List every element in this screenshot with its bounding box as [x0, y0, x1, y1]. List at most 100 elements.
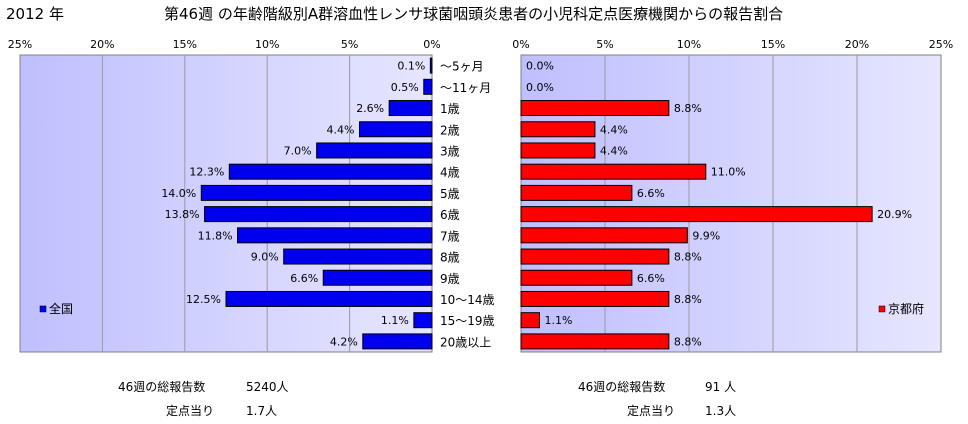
right-legend-marker: [878, 305, 886, 313]
right-bar: [520, 206, 873, 223]
right-bar: [520, 333, 670, 350]
category-label: 10〜14歳: [440, 293, 495, 307]
right-tick-label: 0%: [512, 38, 529, 51]
left-bar: [429, 57, 433, 74]
category-label: 7歳: [440, 229, 460, 243]
left-bar: [322, 269, 433, 286]
right-plot-area: [520, 54, 942, 353]
left-per-value: 1.7人: [246, 404, 278, 418]
left-data-label: 2.6%: [356, 102, 384, 115]
right-bar: [520, 121, 596, 138]
left-data-label: 0.5%: [391, 81, 419, 94]
left-bar: [225, 290, 433, 307]
right-data-label: 8.8%: [674, 102, 702, 115]
right-data-label: 6.6%: [637, 272, 665, 285]
right-per-value: 1.3人: [705, 404, 737, 418]
left-bar: [204, 206, 433, 223]
left-panel: 0% 5% 10% 15% 20% 25% 0.1% 0.5% 2.6%4.4% 7.0% 12.3…: [8, 38, 441, 353]
left-data-label: 0.1%: [397, 60, 425, 73]
left-bar: [200, 184, 433, 201]
right-data-label: 4.4%: [600, 123, 628, 136]
left-tick-label: 0%: [423, 38, 440, 51]
left-data-label: 7.0%: [284, 144, 312, 157]
right-data-label: 8.8%: [674, 251, 702, 264]
age-category-labels: 〜5ヶ月〜11ヶ月 1歳 2歳 3歳 4歳 5歳 6歳 7歳 8歳 9歳 10〜14歳 15〜19歳 2…: [440, 60, 495, 350]
left-bar: [316, 142, 433, 159]
right-tick-label: 15%: [761, 38, 785, 51]
left-bar: [388, 100, 433, 117]
right-bar: [520, 163, 707, 180]
left-tick-label: 5%: [341, 38, 358, 51]
right-data-label: 11.0%: [711, 166, 746, 179]
chart-title: 第46週 の年齢階級別A群溶血性レンサ球菌咽頭炎患者の小児科定点医療機関からの報…: [164, 5, 784, 23]
right-total-label: 46週の総報告数: [578, 380, 666, 394]
right-tick-label: 10%: [677, 38, 701, 51]
category-label: 3歳: [440, 144, 460, 158]
category-label: 20歳以上: [440, 335, 491, 349]
category-label: 6歳: [440, 208, 460, 222]
right-bar: [520, 227, 688, 244]
left-data-label: 4.4%: [327, 123, 355, 136]
left-bar: [423, 78, 433, 95]
right-data-label: 0.0%: [526, 60, 554, 73]
left-bar: [413, 312, 433, 329]
right-per-label: 定点当り: [627, 404, 676, 418]
category-label: 〜5ヶ月: [440, 60, 484, 74]
category-label: 5歳: [440, 187, 460, 201]
right-total-value: 91 人: [705, 380, 737, 394]
left-bar: [362, 333, 433, 350]
category-label: 2歳: [440, 123, 460, 137]
left-data-label: 6.6%: [290, 272, 318, 285]
left-legend-label: 全国: [49, 301, 73, 316]
left-per-label: 定点当り: [166, 404, 215, 418]
right-bar: [520, 312, 540, 329]
right-tick-label: 5%: [596, 38, 613, 51]
left-data-label: 12.3%: [189, 166, 224, 179]
right-data-label: 8.8%: [674, 335, 702, 348]
left-total-value: 5240人: [246, 380, 289, 394]
right-bar: [520, 100, 670, 117]
left-data-label: 4.2%: [330, 335, 358, 348]
right-bar: [520, 290, 670, 307]
left-data-label: 14.0%: [161, 187, 196, 200]
left-tick-label: 10%: [255, 38, 279, 51]
right-bar: [520, 269, 633, 286]
right-data-label: 9.9%: [692, 229, 720, 242]
left-tick-label: 20%: [90, 38, 114, 51]
chart-year: 2012 年: [6, 5, 64, 23]
left-data-label: 11.8%: [198, 229, 233, 242]
right-panel: 0% 5% 10% 15% 20% 25% 0.0% 0.0% 8.8% 4.4% 4.4% 11.0…: [512, 38, 953, 353]
left-data-label: 9.0%: [251, 251, 279, 264]
right-bar: [520, 248, 670, 265]
left-data-label: 1.1%: [381, 314, 409, 327]
category-label: 1歳: [440, 102, 460, 116]
category-label: 9歳: [440, 272, 460, 286]
left-tick-label: 25%: [8, 38, 32, 51]
category-label: 〜11ヶ月: [440, 81, 491, 95]
right-bar: [520, 184, 633, 201]
category-label: 4歳: [440, 166, 460, 180]
right-bar: [520, 142, 596, 159]
right-data-label: 1.1%: [544, 314, 572, 327]
right-tick-label: 25%: [929, 38, 953, 51]
left-bar: [237, 227, 433, 244]
left-bar: [228, 163, 433, 180]
left-tick-label: 15%: [173, 38, 197, 51]
right-data-label: 6.6%: [637, 187, 665, 200]
left-bar: [358, 121, 433, 138]
right-data-label: 0.0%: [526, 81, 554, 94]
right-data-label: 4.4%: [600, 144, 628, 157]
right-tick-label: 20%: [845, 38, 869, 51]
left-data-label: 13.8%: [165, 208, 200, 221]
left-legend-marker: [39, 305, 47, 313]
left-plot-area: [19, 54, 433, 353]
left-data-label: 12.5%: [186, 293, 221, 306]
right-data-label: 8.8%: [674, 293, 702, 306]
right-data-label: 20.9%: [877, 208, 912, 221]
left-bar: [283, 248, 433, 265]
category-label: 15〜19歳: [440, 314, 495, 328]
category-label: 8歳: [440, 251, 460, 265]
right-legend-label: 京都府: [888, 301, 924, 316]
left-total-label: 46週の総報告数: [118, 380, 206, 394]
